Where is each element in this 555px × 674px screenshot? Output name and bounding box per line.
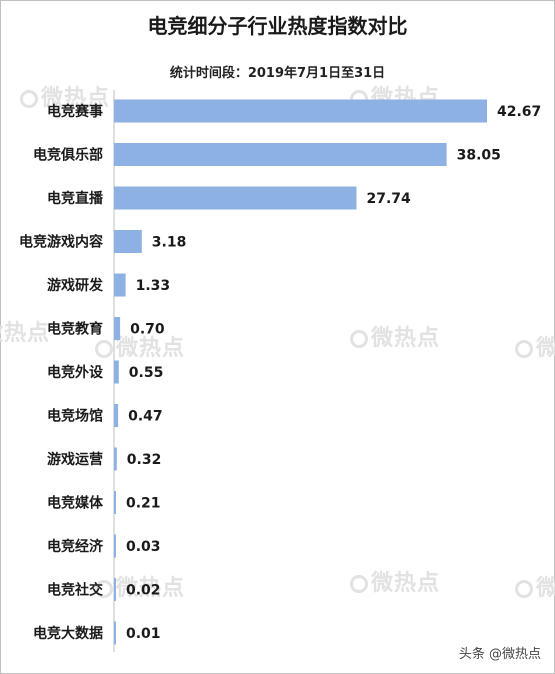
watermark-logo: 微热点 <box>95 570 185 602</box>
category-label: 电竞大数据 <box>33 625 103 642</box>
category-label: 电竞教育 <box>47 321 103 338</box>
bar <box>114 317 121 340</box>
category-label: 电竞赛事 <box>47 103 103 120</box>
bar <box>114 143 447 166</box>
category-label: 电竞外设 <box>47 364 104 381</box>
chart-subtitle: 统计时间段：2019年7月1日至31日 <box>169 66 386 81</box>
category-label: 电竞直播 <box>47 190 104 207</box>
bar <box>114 404 119 427</box>
bar <box>114 447 117 471</box>
category-label: 电竞俱乐部 <box>33 147 103 164</box>
value-label: 0.02 <box>126 583 161 599</box>
bar <box>114 99 487 123</box>
value-label: 27.74 <box>366 191 411 207</box>
watermark-logo: 微热点 <box>95 330 185 362</box>
watermark-logo: 微热点 <box>0 321 51 346</box>
value-label: 0.03 <box>126 539 161 555</box>
category-label: 游戏研发 <box>47 277 104 294</box>
value-label: 42.67 <box>497 104 541 120</box>
value-label: 0.21 <box>126 496 161 512</box>
value-label: 38.05 <box>457 148 501 164</box>
value-label: 1.33 <box>136 278 171 294</box>
bar <box>114 621 116 645</box>
value-label: 0.32 <box>127 452 162 468</box>
bar <box>114 273 126 297</box>
value-label: 0.01 <box>126 626 161 642</box>
value-label: 0.70 <box>130 322 165 338</box>
watermark-logo: 微热点 <box>515 570 555 602</box>
value-label: 3.18 <box>152 235 187 251</box>
value-label: 0.47 <box>128 409 163 425</box>
bar <box>114 230 142 253</box>
watermark-logo: 微热点 <box>515 330 555 362</box>
bar <box>114 360 119 384</box>
watermark-logo: 微热点 <box>20 80 110 112</box>
category-label: 电竞游戏内容 <box>19 234 103 251</box>
watermark-logo: 微热点 <box>350 320 440 352</box>
bar <box>114 578 116 601</box>
category-label: 电竞社交 <box>47 582 103 599</box>
chart-title: 电竞细分子行业热度指数对比 <box>147 14 408 38</box>
bar <box>114 491 116 514</box>
category-label: 电竞媒体 <box>47 495 104 512</box>
category-label: 电竞场馆 <box>47 408 103 425</box>
bar <box>114 186 357 210</box>
bar <box>114 534 116 558</box>
footer-source: 头条 @微热点 <box>458 647 541 662</box>
watermark-logo: 微热点 <box>350 565 440 597</box>
category-label: 电竞经济 <box>47 538 104 555</box>
value-label: 0.55 <box>129 365 164 381</box>
category-label: 游戏运营 <box>47 451 103 468</box>
